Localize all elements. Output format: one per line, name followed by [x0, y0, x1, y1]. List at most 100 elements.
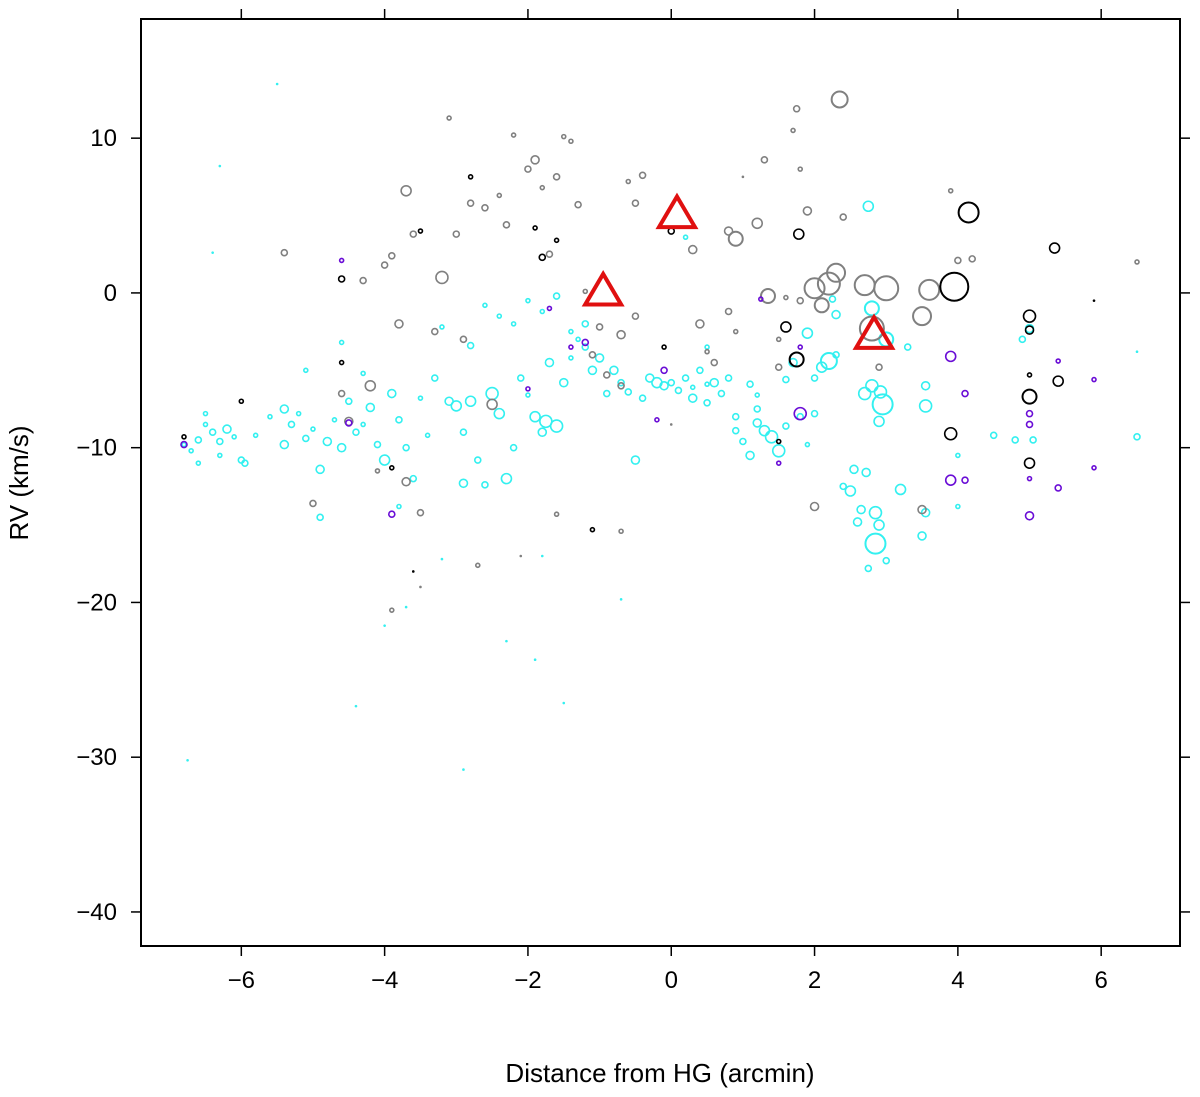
- data-point: [553, 511, 560, 518]
- data-point: [525, 297, 531, 304]
- data-point: [803, 277, 826, 300]
- data-point: [625, 178, 632, 185]
- data-point: [617, 378, 625, 387]
- data-point: [485, 386, 499, 401]
- data-point: [602, 371, 611, 379]
- data-point: [222, 424, 232, 434]
- data-point: [864, 532, 887, 555]
- y-tick-label: −10: [76, 435, 117, 462]
- data-point: [419, 585, 422, 589]
- data-point: [322, 436, 333, 447]
- data-point: [396, 503, 402, 510]
- data-point: [510, 132, 517, 138]
- data-point: [553, 237, 560, 244]
- data-point: [661, 344, 667, 350]
- data-point: [1091, 376, 1097, 383]
- data-point: [638, 171, 647, 180]
- data-point: [180, 440, 188, 449]
- data-point: [1134, 259, 1140, 265]
- data-point: [704, 348, 710, 355]
- data-point: [417, 395, 424, 401]
- data-point: [473, 456, 482, 464]
- data-point: [482, 302, 488, 309]
- data-point: [509, 443, 518, 452]
- data-point: [862, 200, 875, 213]
- x-tick-label: −6: [228, 967, 255, 994]
- data-point: [955, 452, 961, 459]
- data-point: [788, 351, 805, 368]
- data-point: [337, 275, 346, 283]
- data-point: [280, 248, 289, 257]
- y-tick-label: −40: [76, 899, 117, 926]
- data-point: [753, 405, 762, 413]
- data-point: [828, 295, 837, 303]
- data-point: [746, 380, 754, 389]
- data-point: [352, 428, 360, 437]
- data-point: [731, 426, 740, 435]
- y-tick-label: 0: [104, 280, 117, 307]
- data-point: [533, 658, 537, 661]
- data-point: [386, 388, 397, 399]
- data-point: [955, 503, 961, 510]
- data-point: [387, 251, 396, 260]
- data-point: [380, 261, 389, 269]
- data-point: [338, 257, 345, 264]
- data-point: [241, 459, 249, 467]
- data-point: [832, 351, 840, 359]
- data-point: [758, 424, 771, 437]
- data-point: [724, 374, 733, 382]
- data-point: [957, 201, 980, 224]
- data-point: [731, 412, 740, 421]
- data-point: [552, 292, 561, 300]
- data-point: [218, 164, 222, 168]
- data-point: [360, 421, 366, 428]
- data-point: [404, 605, 408, 609]
- data-point: [871, 393, 894, 416]
- data-point: [287, 420, 296, 429]
- data-points: [180, 82, 1141, 771]
- data-point: [775, 438, 782, 445]
- x-tick-label: 4: [951, 967, 964, 994]
- triangle-marker: [581, 270, 625, 307]
- data-point: [360, 370, 366, 377]
- data-point: [1026, 475, 1033, 482]
- data-point: [816, 271, 841, 296]
- data-point: [961, 476, 969, 484]
- data-point: [538, 253, 547, 262]
- data-point: [516, 374, 525, 382]
- data-point: [797, 166, 804, 172]
- data-point: [917, 531, 927, 541]
- data-point: [968, 255, 977, 263]
- data-point: [760, 156, 769, 164]
- data-point: [435, 270, 449, 285]
- data-point: [844, 485, 857, 497]
- data-point: [401, 476, 411, 487]
- data-point: [295, 410, 302, 417]
- data-point: [395, 416, 403, 424]
- data-point: [505, 639, 508, 643]
- data-point: [560, 133, 567, 140]
- data-point: [875, 363, 883, 372]
- data-point: [446, 115, 452, 121]
- data-point: [782, 375, 790, 384]
- data-point: [1025, 409, 1034, 418]
- data-point: [467, 174, 474, 180]
- y-tick-label: −20: [76, 589, 117, 616]
- data-point: [510, 321, 517, 327]
- data-point: [496, 192, 503, 199]
- data-point: [344, 419, 353, 427]
- x-axis-title: Distance from HG (arcmin): [505, 1058, 814, 1088]
- x-tick-label: 0: [665, 967, 678, 994]
- data-point: [594, 353, 605, 363]
- data-point: [1024, 510, 1035, 521]
- data-point: [493, 407, 506, 420]
- data-point: [1029, 436, 1037, 444]
- data-point: [745, 450, 755, 461]
- data-point: [732, 328, 739, 335]
- data-point: [882, 556, 891, 565]
- data-point: [619, 598, 623, 601]
- data-point: [539, 308, 546, 315]
- data-point: [1054, 484, 1062, 492]
- data-point: [775, 336, 782, 343]
- data-point: [211, 251, 214, 254]
